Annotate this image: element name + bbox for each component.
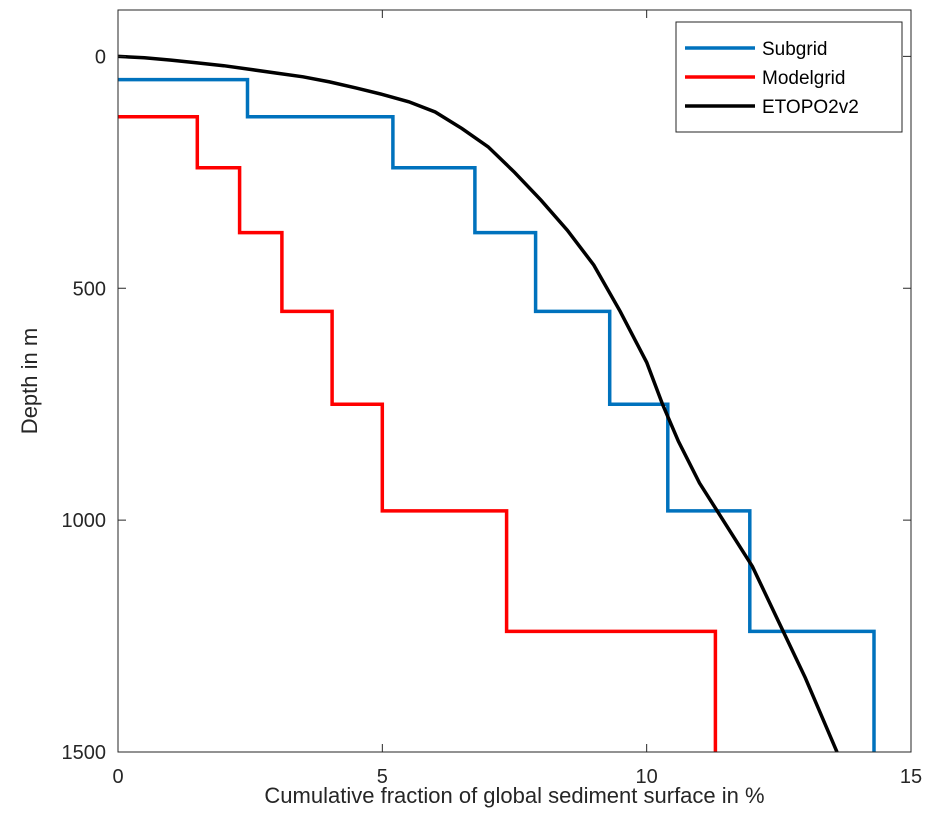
y-tick-label: 1000 [62,510,107,532]
series-layer [118,54,876,752]
x-tick-label: 5 [377,766,388,788]
x-axis-label: Cumulative fraction of global sediment s… [264,783,764,808]
y-tick-label: 500 [73,278,106,300]
legend-label-modelgrid: Modelgrid [762,68,845,89]
y-tick-label: 0 [95,46,106,68]
axes-frame [117,9,912,753]
series-line-etopo2v2 [118,54,839,752]
x-tick-label: 10 [636,766,658,788]
series-line-subgrid [118,77,876,752]
x-tick-label: 0 [112,766,123,788]
y-axis-label: Depth in m [17,328,42,434]
ticks-layer: 0 5 10 15 0 500 1000 1500 [62,10,922,788]
legend: Subgrid Modelgrid ETOPO2v2 [675,21,903,133]
legend-label-subgrid: Subgrid [762,39,828,60]
legend-label-etopo2v2: ETOPO2v2 [762,97,859,118]
y-tick-label: 1500 [62,742,107,764]
x-tick-label: 15 [900,766,922,788]
series-line-modelgrid [118,114,718,752]
